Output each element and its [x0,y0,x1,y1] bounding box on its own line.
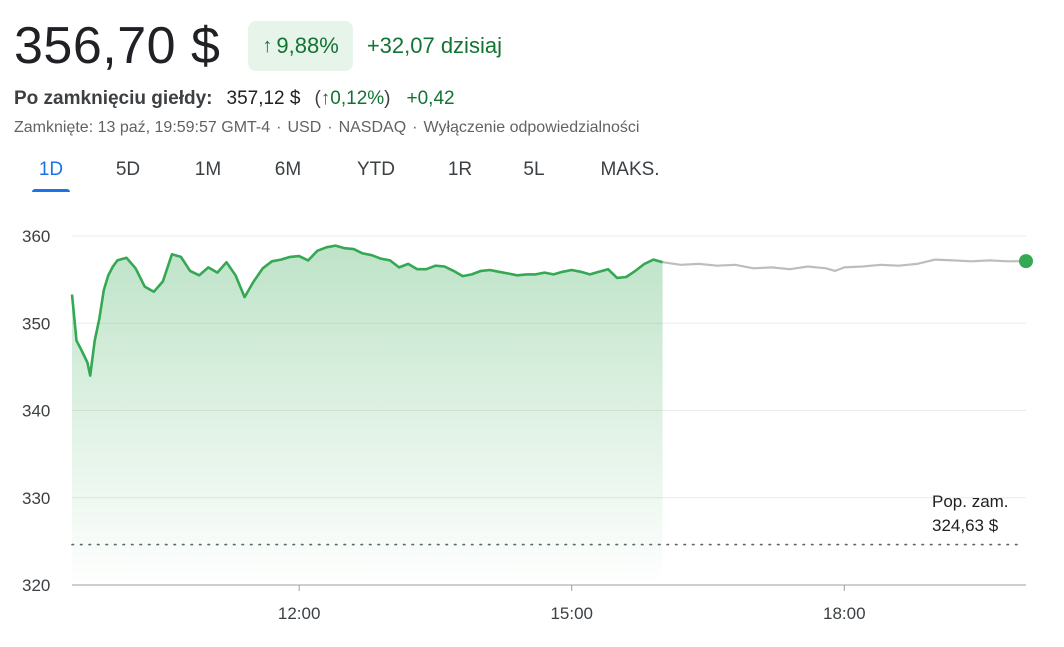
tab-6m[interactable]: 6M [274,159,302,180]
change-percent: 9,88% [276,33,339,58]
current-price: 356,70 $ [14,17,221,75]
after-hours-line [662,258,1027,272]
x-tick-label: 18:00 [823,604,866,623]
regular-session-line [70,244,663,377]
tab-maks[interactable]: MAKS. [600,159,660,180]
tab-1r[interactable]: 1R [447,159,473,180]
quote-header: 356,70 $ ↑ 9,88% +32,07 dzisiaj [14,14,502,78]
closed-timestamp: Zamknięte: 13 paź, 19:59:57 GMT-4 [14,119,271,136]
after-hours-label: Po zamknięciu giełdy: [14,88,213,109]
tab-1d[interactable]: 1D [32,152,70,192]
x-tick-label: 15:00 [550,604,593,623]
y-tick-label: 360 [22,227,50,246]
tab-5d[interactable]: 5D [115,159,141,180]
y-tick-label: 320 [22,576,50,595]
y-tick-label: 350 [22,314,50,333]
market-meta: Zamknięte: 13 paź, 19:59:57 GMT-4 · USD … [14,119,640,136]
y-tick-label: 330 [22,489,50,508]
previous-close-label: Pop. zam. 324,63 $ [932,490,1009,538]
tab-ytd[interactable]: YTD [357,159,395,180]
x-tick-label: 12:00 [278,604,321,623]
tab-5l[interactable]: 5L [523,159,545,180]
y-tick-label: 340 [22,402,50,421]
last-price-dot [1019,254,1033,269]
regular-session-area [72,245,663,585]
previous-close-title: Pop. zam. [932,492,1009,511]
after-hours-percent: (↑0,12%) [314,88,391,109]
after-hours-row: Po zamknięciu giełdy: 357,12 $ (↑0,12%) … [14,86,455,112]
range-tabs: 1D 5D 1M 6M YTD 1R 5L MAKS. [0,152,700,192]
disclaimer-link[interactable]: Wyłączenie odpowiedzialności [423,119,640,136]
change-percent-badge: ↑ 9,88% [248,21,353,71]
previous-close-value: 324,63 $ [932,516,999,535]
currency: USD [287,119,322,136]
after-hours-price: 357,12 $ [226,88,301,109]
arrow-up-icon: ↑ [262,34,273,57]
exchange: NASDAQ [338,119,407,136]
after-hours-change: +0,42 [406,88,455,109]
arrow-up-icon: ↑ [320,88,331,109]
change-today: +32,07 dzisiaj [366,33,502,58]
tab-1m[interactable]: 1M [194,159,222,180]
